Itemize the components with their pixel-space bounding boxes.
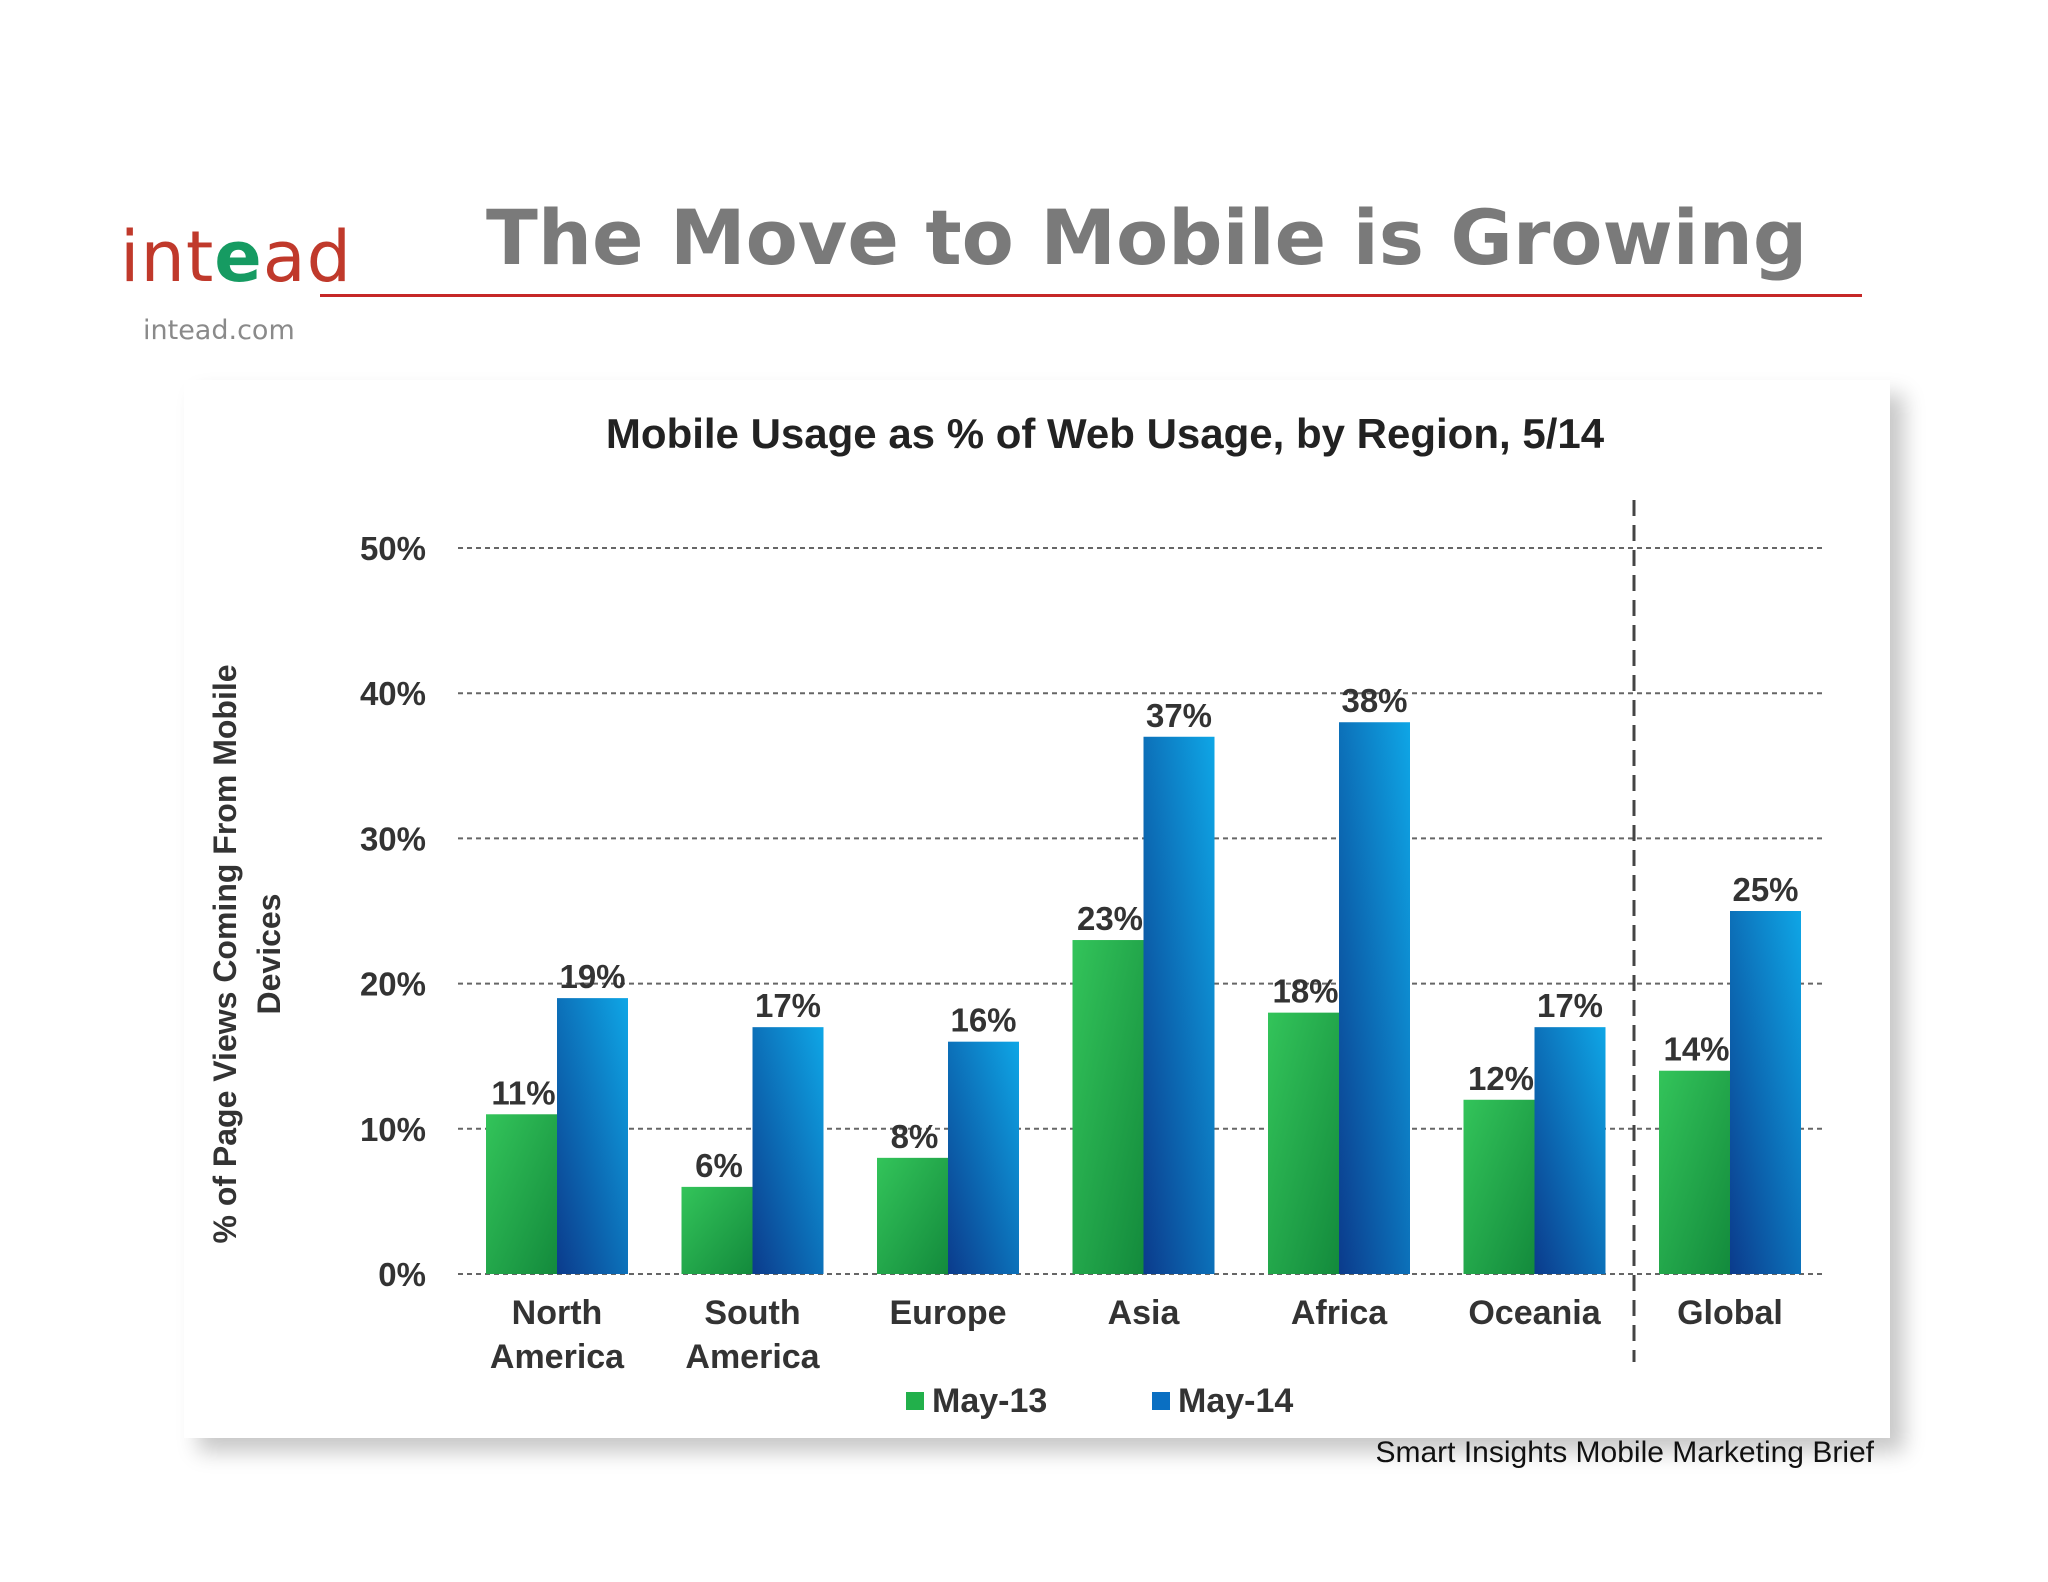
site-url: intead.com <box>143 315 295 346</box>
bar-may13 <box>877 1157 948 1274</box>
category-label: Africa <box>1291 1294 1388 1332</box>
bar-may13 <box>1659 1070 1730 1274</box>
bar-may13 <box>1463 1099 1535 1274</box>
y-tick-label: 40% <box>360 675 426 712</box>
legend-swatch-may14 <box>1152 1392 1170 1410</box>
category-label: Asia <box>1108 1294 1181 1332</box>
data-label: 18% <box>1272 973 1338 1010</box>
bar-may14 <box>1730 911 1801 1274</box>
y-tick-label: 50% <box>360 530 426 567</box>
legend-label: May-13 <box>932 1382 1047 1420</box>
bar-may13 <box>1072 940 1144 1274</box>
y-tick-label: 0% <box>378 1256 426 1293</box>
category-label: America <box>685 1338 820 1376</box>
data-label: 6% <box>695 1147 743 1184</box>
data-label: 8% <box>891 1118 939 1155</box>
data-label: 19% <box>559 958 625 995</box>
intead-logo: intead <box>120 216 353 298</box>
bar-may13 <box>681 1186 753 1274</box>
chart-card: Mobile Usage as % of Web Usage, by Regio… <box>184 380 1890 1438</box>
page-title: The Move to Mobile is Growing <box>486 193 1808 282</box>
y-axis-title: Devices <box>251 894 287 1015</box>
category-label: Europe <box>889 1294 1006 1332</box>
category-label: Global <box>1677 1294 1783 1332</box>
bar-may14 <box>752 1027 824 1274</box>
data-label: 25% <box>1732 871 1798 908</box>
bar-may14 <box>1143 736 1215 1274</box>
bar-may14 <box>1534 1027 1606 1274</box>
title-underline <box>320 294 1862 297</box>
data-label: 37% <box>1146 697 1212 734</box>
data-label: 38% <box>1341 682 1407 719</box>
legend-swatch-may13 <box>906 1392 924 1410</box>
chart-title: Mobile Usage as % of Web Usage, by Regio… <box>606 410 1605 457</box>
bar-may13 <box>486 1114 557 1274</box>
data-label: 23% <box>1077 900 1143 937</box>
y-tick-label: 30% <box>360 820 426 857</box>
category-label: Oceania <box>1468 1294 1601 1332</box>
y-tick-label: 20% <box>360 966 426 1003</box>
bar-chart: Mobile Usage as % of Web Usage, by Regio… <box>207 410 1826 1420</box>
data-label: 16% <box>950 1002 1016 1039</box>
category-label: America <box>490 1338 625 1376</box>
y-axis-title: % of Page Views Coming From Mobile <box>207 664 243 1243</box>
data-label: 11% <box>491 1074 555 1111</box>
bar-may14 <box>948 1041 1019 1274</box>
category-label: South <box>704 1294 800 1332</box>
data-label: 14% <box>1663 1031 1729 1068</box>
category-label: North <box>512 1294 603 1332</box>
source-credit: Smart Insights Mobile Marketing Brief <box>1375 1436 1874 1469</box>
bar-may13 <box>1268 1012 1339 1274</box>
bar-may14 <box>1339 722 1410 1274</box>
data-label: 17% <box>755 987 821 1024</box>
data-label: 12% <box>1468 1060 1534 1097</box>
legend-label: May-14 <box>1178 1382 1293 1420</box>
y-tick-label: 10% <box>360 1111 426 1148</box>
data-label: 17% <box>1537 987 1603 1024</box>
bar-may14 <box>557 998 628 1274</box>
